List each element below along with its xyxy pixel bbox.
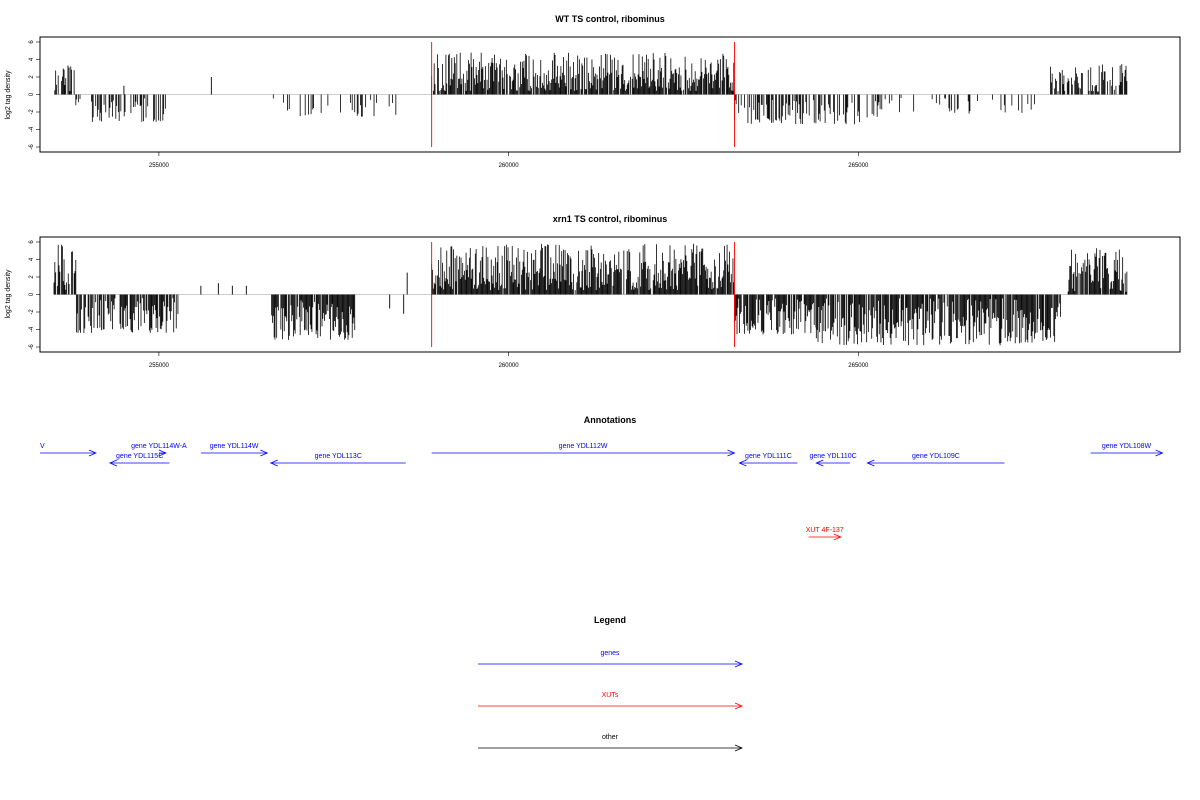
wt-track-panel: WT TS control, ribominus log2 tag densit… (5, 14, 1181, 169)
annotation-feature: gene YDL109C (866, 453, 1005, 467)
annotation-arrowhead (260, 449, 269, 457)
xrn1-track-y-tick-label: 2 (29, 275, 35, 279)
annotation-arrowhead (815, 459, 824, 467)
annotation-feature: gene YDL110C (809, 453, 857, 467)
wt-track-y-axis: -6 -4 -2 0 2 4 6 (29, 40, 41, 150)
annotation-feature: XUT 4F-137 (806, 527, 844, 541)
annotation-label: gene YDL112W (559, 443, 608, 450)
annotation-feature: gene YDL108W (1090, 443, 1164, 457)
annotation-feature: V (40, 443, 97, 457)
legend: Legend genes XUTs other (478, 615, 744, 752)
xrn1-track-x-tick-label: 255000 (149, 363, 170, 369)
annotation-label: gene YDL109C (912, 453, 960, 460)
xrn1-track-y-tick-label: -6 (29, 344, 35, 350)
annotation-label: gene YDL113C (315, 453, 362, 460)
xrn1-track-x-axis: 255000 260000 265000 (149, 352, 869, 369)
annotation-arrowhead (88, 449, 97, 457)
wt-track-y-tick-label: -6 (29, 144, 35, 150)
xrn1-track-y-tick-label: -4 (29, 326, 35, 332)
annotation-arrowhead (158, 449, 167, 457)
legend-item-label: XUTs (602, 692, 619, 699)
annotation-arrowhead (738, 459, 747, 467)
annotation-label: gene YDL108W (1102, 443, 1152, 450)
legend-item-genes: genes (478, 650, 744, 668)
wt-track-y-tick-label: -2 (29, 109, 35, 115)
annotation-label: gene YDL111C (745, 453, 792, 460)
annotation-arrowhead (833, 533, 842, 541)
xrn1-track-title: xrn1 TS control, ribominus (553, 214, 668, 224)
wt-track-x-tick-label: 265000 (848, 163, 869, 169)
annotation-arrowhead (727, 449, 736, 457)
wt-track-y-tick-label: 6 (29, 40, 35, 44)
xrn1-track-panel: xrn1 TS control, ribominus log2 tag dens… (5, 214, 1181, 369)
xrn1-track-y-tick-label: 0 (29, 292, 35, 296)
legend-item-label: genes (600, 650, 620, 657)
xrn1-track-y-axis: -6 -4 -2 0 2 4 6 (29, 240, 41, 350)
legend-item-arrowhead (734, 660, 744, 668)
annotation-feature: gene YDL111C (738, 453, 798, 467)
wt-track-markers (431, 42, 735, 147)
xrn1-track-y-tick-label: -2 (29, 309, 35, 315)
legend-items: genes XUTs other (478, 650, 744, 752)
legend-item-label: other (602, 734, 619, 741)
xrn1-track-x-tick-label: 265000 (848, 363, 869, 369)
legend-item-arrowhead (734, 744, 744, 752)
xrn1-track-x-tick-label: 260000 (499, 363, 520, 369)
wt-track-x-axis: 255000 260000 265000 (149, 152, 869, 169)
annotation-label: gene YDL114W-A (131, 443, 187, 450)
wt-track-x-tick-label: 255000 (149, 163, 170, 169)
annotation-label: XUT 4F-137 (806, 527, 844, 534)
annotation-arrowhead (108, 459, 118, 467)
annotation-label: gene YDL110C (809, 453, 856, 460)
annotation-feature: gene YDL115C (108, 453, 170, 467)
xrn1-track-bars (53, 243, 1128, 346)
wt-track-title: WT TS control, ribominus (555, 14, 665, 24)
annotation-label: gene YDL115C (116, 453, 163, 460)
xrn1-track-y-tick-label: 6 (29, 240, 35, 244)
annotation-arrowhead (1155, 449, 1164, 457)
wt-track-ylabel: log2 tag density (5, 70, 12, 120)
annotation-arrowhead (866, 459, 875, 467)
annotation-label: V (40, 443, 45, 450)
wt-track-y-tick-label: 2 (29, 75, 35, 79)
wt-track-y-tick-label: 0 (29, 92, 35, 96)
annotation-arrowhead (269, 459, 278, 467)
wt-track-y-tick-label: -4 (29, 126, 35, 132)
annotation-feature: gene YDL113C (269, 453, 406, 467)
xrn1-track-markers (431, 242, 735, 347)
legend-title: Legend (594, 615, 626, 625)
wt-track-bars (53, 52, 1128, 125)
xrn1-track-y-tick-label: 4 (29, 257, 35, 261)
annotation-feature: gene YDL114W (200, 443, 269, 457)
wt-track-x-tick-label: 260000 (499, 163, 520, 169)
legend-item-xuts: XUTs (478, 692, 744, 710)
xrn1-track-ylabel: log2 tag density (5, 269, 12, 319)
annotations-title: Annotations (584, 415, 637, 425)
wt-track-y-tick-label: 4 (29, 57, 35, 61)
annotation-feature: gene YDL114W-A (131, 443, 187, 457)
legend-item-arrowhead (734, 702, 744, 710)
annotation-feature: gene YDL112W (431, 443, 736, 457)
legend-item-other: other (478, 734, 744, 752)
annotation-label: gene YDL114W (210, 443, 259, 450)
